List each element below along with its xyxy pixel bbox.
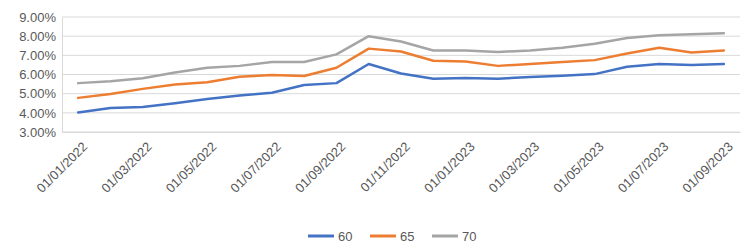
x-tick: 01/09/2023: [679, 132, 736, 196]
legend-item: 70: [432, 229, 476, 244]
x-tick-label: 01/03/2023: [486, 139, 543, 196]
y-tick-label: 8.00%: [19, 29, 56, 44]
y-tick-label: 4.00%: [19, 105, 56, 120]
series-line: [78, 33, 724, 83]
grid-line: [62, 132, 740, 133]
grid-line: [62, 112, 740, 113]
y-tick: 9.00%: [19, 10, 62, 25]
grid-line: [62, 55, 740, 56]
y-tick-label: 6.00%: [19, 67, 56, 82]
series-lines: [78, 33, 724, 112]
x-tick: 01/05/2022: [163, 132, 220, 196]
y-tick-label: 5.00%: [19, 86, 56, 101]
x-tick: 01/09/2022: [292, 132, 349, 196]
x-tick-label: 01/05/2023: [550, 139, 607, 196]
x-axis: 01/01/202201/03/202201/05/202201/07/2022…: [34, 132, 741, 196]
y-tick: 7.00%: [19, 48, 62, 63]
y-tick: 5.00%: [19, 86, 62, 101]
legend-item: 65: [370, 229, 414, 244]
plot: 3.00% 4.00% 5.00% 6.00% 7.00% 8.00% 9.00% 01/01…: [19, 10, 740, 196]
x-axis-line: [63, 132, 741, 133]
series-line: [78, 64, 724, 112]
legend-label: 70: [462, 229, 476, 244]
chart: 3.00% 4.00% 5.00% 6.00% 7.00% 8.00% 9.00% 01/01…: [0, 0, 750, 248]
x-tick-label: 01/03/2022: [98, 139, 155, 196]
legend-swatch: [308, 235, 334, 238]
y-axis: 3.00% 4.00% 5.00% 6.00% 7.00% 8.00% 9.00%: [19, 10, 62, 140]
y-tick: 6.00%: [19, 67, 62, 82]
x-tick-label: 01/11/2022: [357, 139, 413, 195]
y-tick: 8.00%: [19, 29, 62, 44]
y-axis-line: [62, 18, 63, 133]
grid-line: [62, 93, 740, 94]
x-tick-label: 01/01/2023: [421, 139, 478, 196]
y-tick: 3.00%: [19, 125, 62, 140]
x-tick: 01/01/2023: [421, 132, 478, 196]
x-tick: 01/07/2022: [227, 132, 284, 196]
x-tick-label: 01/07/2022: [227, 139, 284, 196]
x-tick: 01/11/2022: [357, 132, 413, 195]
y-tick-label: 7.00%: [19, 48, 56, 63]
grid-line: [62, 17, 740, 18]
x-tick: 01/07/2023: [615, 132, 672, 196]
x-tick: 01/03/2022: [98, 132, 155, 196]
legend-label: 60: [338, 229, 352, 244]
x-tick-label: 01/05/2022: [163, 139, 220, 196]
y-tick-label: 9.00%: [19, 10, 56, 25]
x-tick: 01/03/2023: [486, 132, 543, 196]
legend-label: 65: [400, 229, 414, 244]
x-tick-label: 01/07/2023: [615, 139, 672, 196]
x-tick: 01/01/2022: [34, 132, 91, 196]
x-tick: 01/05/2023: [550, 132, 607, 196]
legend: 60 65 70: [308, 229, 476, 244]
x-tick-label: 01/01/2022: [34, 139, 91, 196]
x-tick-label: 01/09/2022: [292, 139, 349, 196]
y-tick-label: 3.00%: [19, 125, 56, 140]
legend-swatch: [370, 235, 396, 238]
grid: [62, 17, 740, 132]
y-tick: 4.00%: [19, 105, 62, 120]
x-tick-label: 01/09/2023: [679, 139, 736, 196]
legend-swatch: [432, 235, 458, 238]
legend-item: 60: [308, 229, 352, 244]
